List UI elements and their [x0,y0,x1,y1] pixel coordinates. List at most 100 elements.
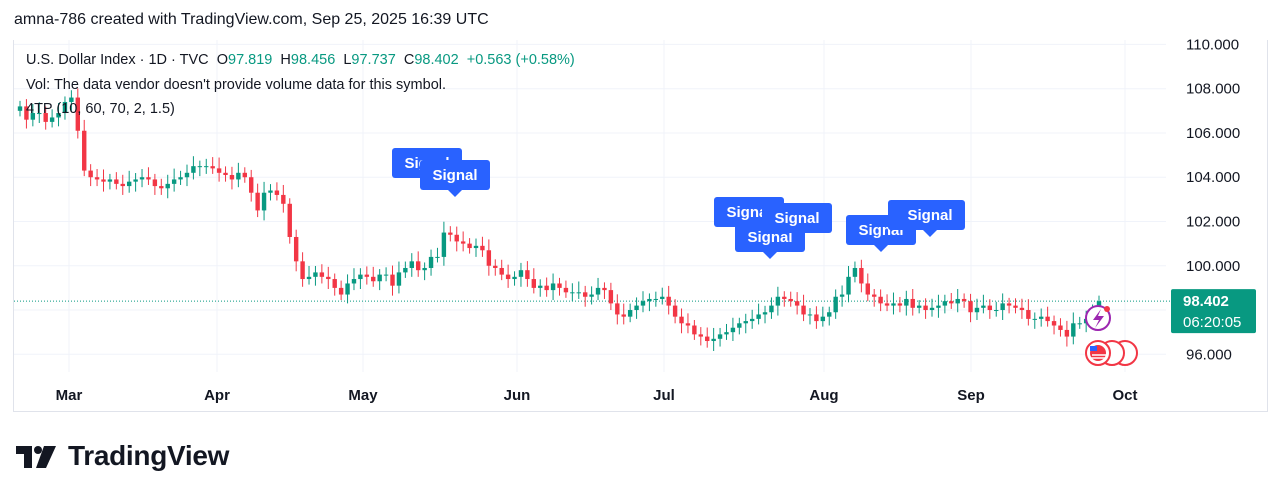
candle [249,169,254,202]
candle-body [49,117,55,122]
candle [236,162,241,188]
candle-body [326,276,331,280]
candle-body [518,270,524,277]
legend-close: 98.402 [414,52,459,68]
candle-body [17,106,23,111]
candle [839,285,845,307]
candle-body [30,113,36,120]
candle [884,294,890,312]
candle-body [782,296,787,299]
candle [390,265,395,296]
candle [165,174,170,199]
candle-body [884,303,890,306]
signal-labels: SignalSignalSignalSignalSignalSignalSign… [392,148,965,259]
candle-body [801,305,806,315]
candle-body [711,338,716,342]
candle [550,273,556,301]
candle [865,273,870,302]
candle [904,290,909,316]
candle [852,261,858,283]
candle-body [865,283,870,295]
candle [441,221,447,266]
candle-body [961,298,967,302]
candle-body [75,97,81,131]
candle [859,259,864,293]
candle [820,306,826,327]
candle [994,301,999,317]
candle-body [1032,318,1037,320]
candle-body [653,298,659,300]
candle-body [929,307,935,311]
candle [101,169,106,192]
candle [1032,312,1037,329]
candle [961,293,967,308]
candle-body [647,298,652,302]
candle-body [101,179,106,182]
candle-body [762,312,768,315]
candle [56,103,61,127]
candle-body [685,323,691,326]
candle [1071,312,1076,345]
candle [916,300,922,314]
candle-body [287,203,292,237]
candle-body [698,334,703,337]
candle [942,294,948,314]
legend-symbol[interactable]: U.S. Dollar Index · 1D · TVC [26,52,209,68]
time-axis: Mar Apr May Jun Jul Aug Sep Oct [56,387,1138,404]
candle [756,303,761,325]
legend-close-label: C [403,52,415,68]
chart-snapshot-caption: amna-786 created with TradingView.com, S… [14,11,489,28]
candle-body [120,183,125,187]
legend-indicator[interactable]: 4TP (10, 60, 70, 2, 1.5) [26,101,175,117]
candle [255,183,260,218]
candle-body [512,276,517,280]
candle-body [249,177,254,193]
candle [493,259,498,276]
candle [454,226,459,252]
candle [460,231,466,252]
candle-body [737,323,742,328]
x-tick-label: Mar [56,387,83,404]
candle-body [428,256,434,268]
candle [647,293,652,312]
candle [679,308,684,334]
candle-body [178,177,183,180]
candle-body [37,113,42,115]
candle-body [94,177,100,180]
x-tick-label: Apr [204,387,230,404]
candle-body [345,283,350,295]
candle-body [191,166,196,173]
candle-body [371,276,376,282]
candle [692,319,697,340]
candle [666,285,671,315]
candle-body [1013,305,1018,308]
candle [801,294,806,322]
signal-pointer [448,190,462,197]
candle [428,249,434,276]
last-price-value: 98.402 [1183,293,1229,310]
candle [274,182,280,201]
candle [891,292,896,315]
candle-body [904,298,909,306]
signal-label: Signal [762,203,832,233]
candle [974,298,980,320]
tradingview-logo: TradingView [16,440,229,472]
bar-countdown: 06:20:05 [1183,314,1241,331]
candle-body [422,267,427,271]
candle [608,282,614,311]
signal-text: Signal [432,167,477,184]
y-tick-label: 106.000 [1186,125,1240,142]
candle [345,274,350,304]
candle [184,164,190,187]
candle [313,265,318,286]
candle-body [236,172,241,180]
candle [435,247,440,263]
candle-body [499,267,504,275]
candle-body [531,279,537,288]
candle [717,327,723,347]
candle-body [846,276,851,295]
candle [82,119,87,177]
candle [62,96,68,120]
candle [981,294,986,314]
